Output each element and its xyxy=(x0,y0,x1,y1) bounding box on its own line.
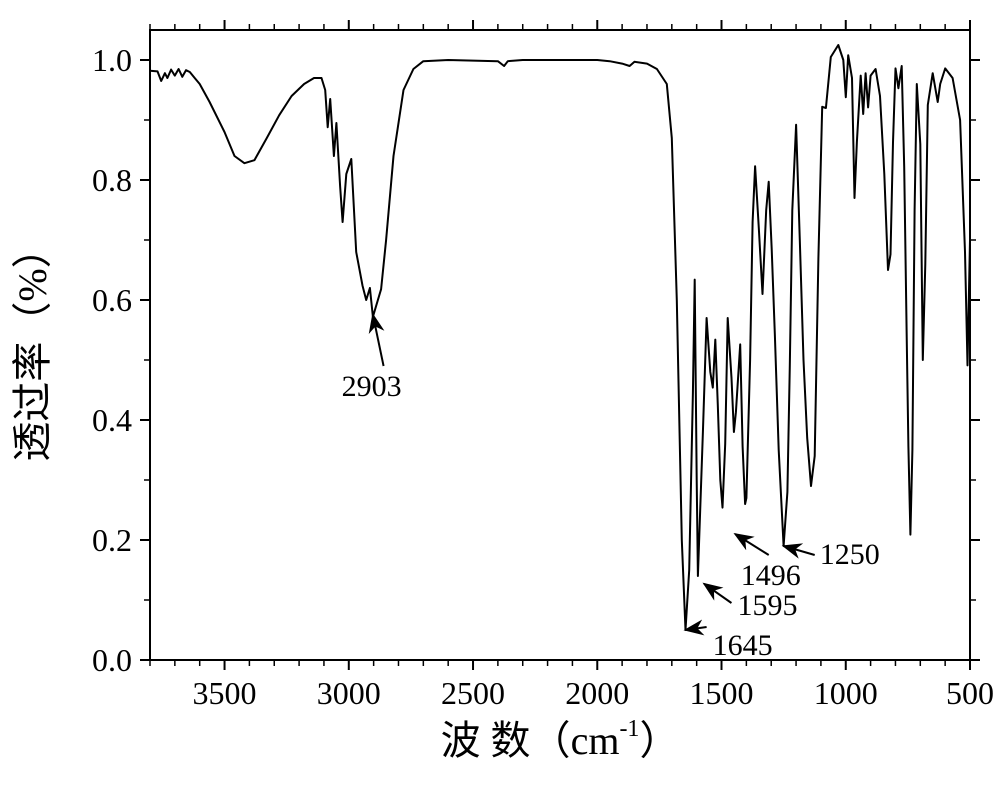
peak-label: 2903 xyxy=(342,370,402,403)
peak-label: 1595 xyxy=(737,589,797,622)
y-tick-label: 0.6 xyxy=(92,282,132,318)
peak-arrow xyxy=(735,534,769,555)
peak-label: 1645 xyxy=(713,629,773,662)
x-tick-label: 500 xyxy=(946,675,994,711)
y-tick-label: 0.2 xyxy=(92,522,132,558)
peak-label: 1496 xyxy=(741,559,801,592)
peak-label: 1250 xyxy=(820,538,880,571)
peak-arrow xyxy=(704,584,731,603)
y-tick-label: 1.0 xyxy=(92,42,132,78)
peak-arrow xyxy=(784,546,815,555)
y-tick-label: 0.4 xyxy=(92,402,132,438)
peak-arrow xyxy=(373,315,384,366)
y-tick-label: 0.8 xyxy=(92,162,132,198)
x-tick-label: 1000 xyxy=(814,675,878,711)
x-tick-label: 3500 xyxy=(193,675,257,711)
y-tick-label: 0.0 xyxy=(92,642,132,678)
peak-arrow xyxy=(685,627,706,630)
x-tick-label: 2000 xyxy=(565,675,629,711)
x-tick-label: 2500 xyxy=(441,675,505,711)
ir-spectrum-figure: 500 1000 1500 2000 2500 3000 3500 0.0 0.2 0.4 0.6 0… xyxy=(0,0,1000,788)
chart-svg: 500 1000 1500 2000 2500 3000 3500 0.0 0.2 0.4 0.6 0… xyxy=(0,0,1000,788)
x-tick-label: 1500 xyxy=(690,675,754,711)
x-tick-label: 3000 xyxy=(317,675,381,711)
y-axis-title: 透过率（%） xyxy=(10,228,55,461)
x-axis-title: 波 数（cm-1） xyxy=(441,716,680,763)
